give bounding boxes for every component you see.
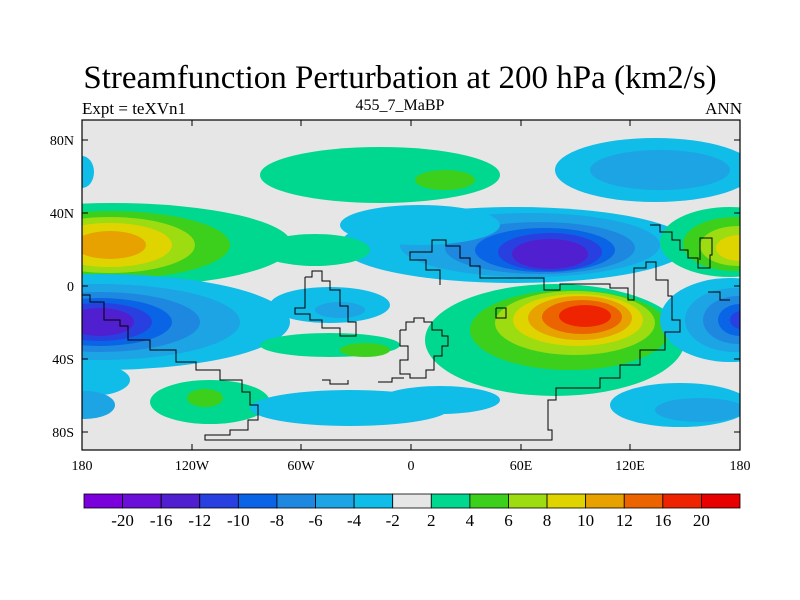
case-label: 455_7_MaBP (355, 97, 445, 114)
colorbar-label: 20 (693, 511, 710, 530)
x-tick-label: 120E (615, 459, 645, 474)
colorbar-swatch (276, 493, 316, 509)
colorbar-label: 10 (577, 511, 594, 530)
colorbar-swatch (546, 493, 587, 509)
colorbar-label: 16 (654, 511, 671, 530)
colorbar-label: 4 (466, 511, 475, 530)
colorbar-swatch (392, 493, 432, 509)
south-atlantic-features (260, 234, 400, 357)
south-pacific-features (82, 364, 740, 427)
colorbar-label: -6 (308, 511, 322, 530)
colorbar-label: -8 (270, 511, 284, 530)
y-tick-label: 80S (52, 426, 74, 441)
low-atlantic-north (340, 205, 500, 245)
colorbar-label: -12 (188, 511, 211, 530)
colorbar-swatch (122, 493, 162, 509)
x-tick-label: 180 (72, 459, 93, 474)
colorbar-swatch (237, 493, 278, 509)
colorbar-label: 12 (616, 511, 633, 530)
colorbar-swatch (83, 493, 123, 509)
y-axis-ticks (82, 139, 740, 433)
colorbar-label: 6 (504, 511, 513, 530)
colorbar-swatch (199, 493, 239, 509)
high-north-atlantic (260, 147, 500, 203)
colorbar (83, 493, 741, 509)
colorbar-label: -16 (150, 511, 173, 530)
colorbar-swatch (508, 493, 548, 509)
colorbar-swatch (430, 493, 471, 509)
colorbar-swatch (469, 493, 509, 509)
colorbar-label: -2 (386, 511, 400, 530)
season-label: ANN (705, 99, 742, 118)
colorbar-label: 8 (543, 511, 552, 530)
y-tick-label: 0 (67, 280, 74, 295)
y-tick-label: 80N (50, 134, 74, 149)
colorbar-label: 2 (427, 511, 436, 530)
high-indian-ocean (425, 284, 685, 396)
y-tick-label: 40N (50, 207, 74, 222)
colorbar-swatch (353, 493, 394, 509)
colorbar-label: -20 (111, 511, 134, 530)
colorbar-swatch (701, 493, 741, 509)
y-tick-label: 40S (52, 353, 74, 368)
high-west-north (82, 203, 292, 287)
colorbar-labels: -20 -16 -12 -10 -8 -6 -4 -2 2 4 6 8 10 12 16 20 (111, 511, 710, 530)
low-asia (340, 207, 690, 283)
low-west-south (82, 274, 290, 370)
colorbar-swatch (623, 493, 664, 509)
x-tick-label: 120W (175, 459, 210, 474)
coastlines (82, 224, 730, 441)
contour-fills (82, 138, 740, 441)
x-tick-label: 180 (730, 459, 751, 474)
experiment-label: Expt = teXVn1 (82, 99, 187, 118)
x-tick-label: 0 (408, 459, 415, 474)
colorbar-swatch (315, 493, 355, 509)
low-north-pacific (555, 138, 740, 202)
x-tick-label: 60W (287, 459, 315, 474)
colorbar-swatch (585, 493, 625, 509)
colorbar-label: -10 (227, 511, 250, 530)
colorbar-label: -4 (347, 511, 362, 530)
colorbar-swatch (160, 493, 201, 509)
x-axis-ticks (81, 120, 741, 450)
plot-title: Streamfunction Perturbation at 200 hPa (… (83, 60, 717, 96)
colorbar-swatch (662, 493, 702, 509)
x-tick-label: 60E (510, 459, 533, 474)
